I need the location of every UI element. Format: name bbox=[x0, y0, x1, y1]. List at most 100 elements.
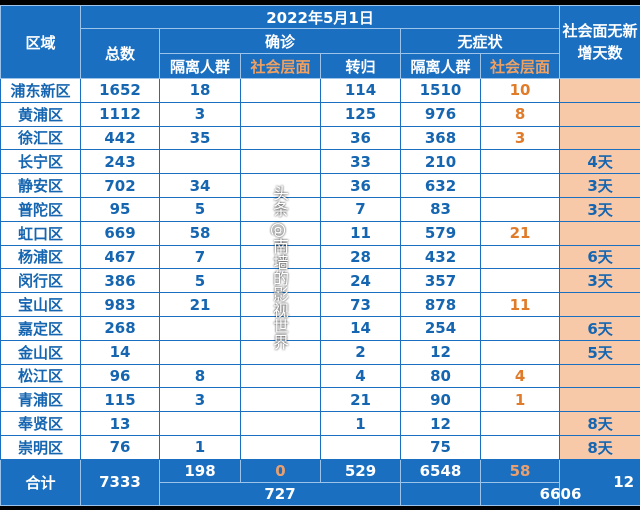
cell-converted: 28 bbox=[320, 244, 401, 270]
cell-converted: 21 bbox=[320, 387, 401, 413]
cell-confirmed-quarantine: 21 bbox=[159, 292, 241, 317]
footer-asym-quarantine: 6548 bbox=[400, 458, 481, 483]
cell-days: 8天 bbox=[559, 411, 640, 436]
cell-confirmed-community bbox=[240, 196, 321, 222]
cell-total: 669 bbox=[80, 220, 160, 246]
cell-asym-community bbox=[479, 196, 561, 222]
cell-converted: 14 bbox=[320, 315, 401, 341]
cell-converted: 36 bbox=[320, 125, 401, 151]
header-asym-quarantine: 隔离人群 bbox=[400, 53, 481, 79]
cell-region: 嘉定区 bbox=[0, 315, 81, 341]
header-asym-community: 社会层面 bbox=[479, 53, 561, 79]
cell-total: 76 bbox=[80, 434, 160, 460]
cell-asym-community bbox=[479, 173, 561, 198]
cell-confirmed-community bbox=[240, 434, 321, 460]
cell-asym-quarantine: 210 bbox=[400, 149, 481, 175]
cell-converted: 33 bbox=[320, 149, 401, 175]
cell-confirmed-community bbox=[240, 387, 321, 413]
watermark: 头条 @南墙的影视世界 bbox=[270, 185, 289, 351]
table-row: 黄浦区 1112 3 125 976 8 bbox=[0, 101, 640, 127]
cell-asym-quarantine: 254 bbox=[400, 315, 481, 341]
cell-total: 95 bbox=[80, 196, 160, 222]
table-row: 徐汇区 442 35 36 368 3 bbox=[0, 125, 640, 151]
cell-asym-quarantine: 357 bbox=[400, 268, 481, 294]
table-row: 普陀区 95 5 7 83 3天 bbox=[0, 196, 640, 222]
cell-confirmed-quarantine: 7 bbox=[159, 244, 241, 270]
cell-asym-quarantine: 878 bbox=[400, 292, 481, 317]
cell-region: 松江区 bbox=[0, 363, 81, 389]
footer-asym-sum: 6606 bbox=[479, 481, 640, 506]
cell-days: 5天 bbox=[559, 339, 640, 365]
cell-confirmed-community bbox=[240, 149, 321, 175]
table-row: 浦东新区 1652 18 114 1510 10 bbox=[0, 78, 640, 103]
cell-asym-quarantine: 976 bbox=[400, 101, 481, 127]
cell-region: 黄浦区 bbox=[0, 101, 81, 127]
cell-asym-quarantine: 1510 bbox=[400, 78, 481, 103]
cell-total: 467 bbox=[80, 244, 160, 270]
cell-confirmed-quarantine: 34 bbox=[159, 173, 241, 198]
cell-confirmed-quarantine bbox=[159, 339, 241, 365]
table-row: 金山区 14 2 12 5天 bbox=[0, 339, 640, 365]
covid-cases-table: 区域 2022年5月1日 社会面无新增天数 总数 确诊 无症状 隔离人群 社会层… bbox=[0, 5, 640, 506]
cell-total: 14 bbox=[80, 339, 160, 365]
cell-confirmed-community bbox=[240, 411, 321, 436]
header-total: 总数 bbox=[80, 28, 160, 79]
footer-total: 7333 bbox=[80, 458, 160, 506]
cell-total: 702 bbox=[80, 173, 160, 198]
cell-asym-quarantine: 90 bbox=[400, 387, 481, 413]
cell-asym-community: 3 bbox=[479, 125, 561, 151]
cell-days bbox=[559, 101, 640, 127]
cell-asym-community bbox=[479, 434, 561, 460]
cell-confirmed-quarantine: 58 bbox=[159, 220, 241, 246]
cell-asym-quarantine: 632 bbox=[400, 173, 481, 198]
cell-converted: 114 bbox=[320, 78, 401, 103]
header-converted: 转归 bbox=[320, 53, 401, 79]
cell-days: 6天 bbox=[559, 315, 640, 341]
cell-total: 442 bbox=[80, 125, 160, 151]
cell-converted bbox=[320, 434, 401, 460]
footer-empty-cell bbox=[400, 481, 481, 506]
cell-asym-community bbox=[479, 244, 561, 270]
table-row: 虹口区 669 58 11 579 21 bbox=[0, 220, 640, 246]
header-date: 2022年5月1日 bbox=[79, 5, 561, 29]
cell-confirmed-community bbox=[240, 101, 321, 127]
cell-confirmed-quarantine: 18 bbox=[159, 78, 241, 103]
covid-table-container: 区域 2022年5月1日 社会面无新增天数 总数 确诊 无症状 隔离人群 社会层… bbox=[0, 5, 640, 506]
cell-asym-community bbox=[479, 339, 561, 365]
cell-days: 8天 bbox=[559, 434, 640, 460]
cell-converted: 2 bbox=[320, 339, 401, 365]
footer-confirmed-sum: 727 bbox=[159, 481, 401, 506]
cell-days bbox=[559, 363, 640, 389]
cell-days bbox=[559, 220, 640, 246]
cell-converted: 24 bbox=[320, 268, 401, 294]
cell-confirmed-community bbox=[240, 173, 321, 198]
table-row: 崇明区 76 1 75 8天 bbox=[0, 434, 640, 460]
cell-region: 静安区 bbox=[0, 173, 81, 198]
table-row: 宝山区 983 21 73 878 11 bbox=[0, 292, 640, 317]
cell-asym-community: 4 bbox=[479, 363, 561, 389]
cell-asym-community: 21 bbox=[479, 220, 561, 246]
cell-converted: 73 bbox=[320, 292, 401, 317]
table-row: 松江区 96 8 4 80 4 bbox=[0, 363, 640, 389]
cell-confirmed-quarantine: 3 bbox=[159, 387, 241, 413]
table-row: 嘉定区 268 14 254 6天 bbox=[0, 315, 640, 341]
cell-region: 闵行区 bbox=[0, 268, 81, 294]
cell-asym-community bbox=[479, 315, 561, 341]
cell-total: 1652 bbox=[80, 78, 160, 103]
table-row: 静安区 702 34 36 632 3天 bbox=[0, 173, 640, 198]
cell-region: 长宁区 bbox=[0, 149, 81, 175]
footer-confirmed-quarantine: 198 bbox=[159, 458, 241, 483]
cell-days: 3天 bbox=[559, 268, 640, 294]
cell-confirmed-quarantine: 5 bbox=[159, 268, 241, 294]
cell-confirmed-quarantine: 3 bbox=[159, 101, 241, 127]
cell-confirmed-quarantine bbox=[159, 315, 241, 341]
cell-converted: 36 bbox=[320, 173, 401, 198]
cell-total: 243 bbox=[80, 149, 160, 175]
cell-asym-community: 11 bbox=[479, 292, 561, 317]
cell-region: 浦东新区 bbox=[0, 78, 81, 103]
cell-converted: 1 bbox=[320, 411, 401, 436]
header-confirmed-quarantine: 隔离人群 bbox=[159, 53, 241, 79]
cell-confirmed-quarantine: 5 bbox=[159, 196, 241, 222]
footer-converted: 529 bbox=[320, 458, 401, 483]
cell-asym-community bbox=[479, 149, 561, 175]
